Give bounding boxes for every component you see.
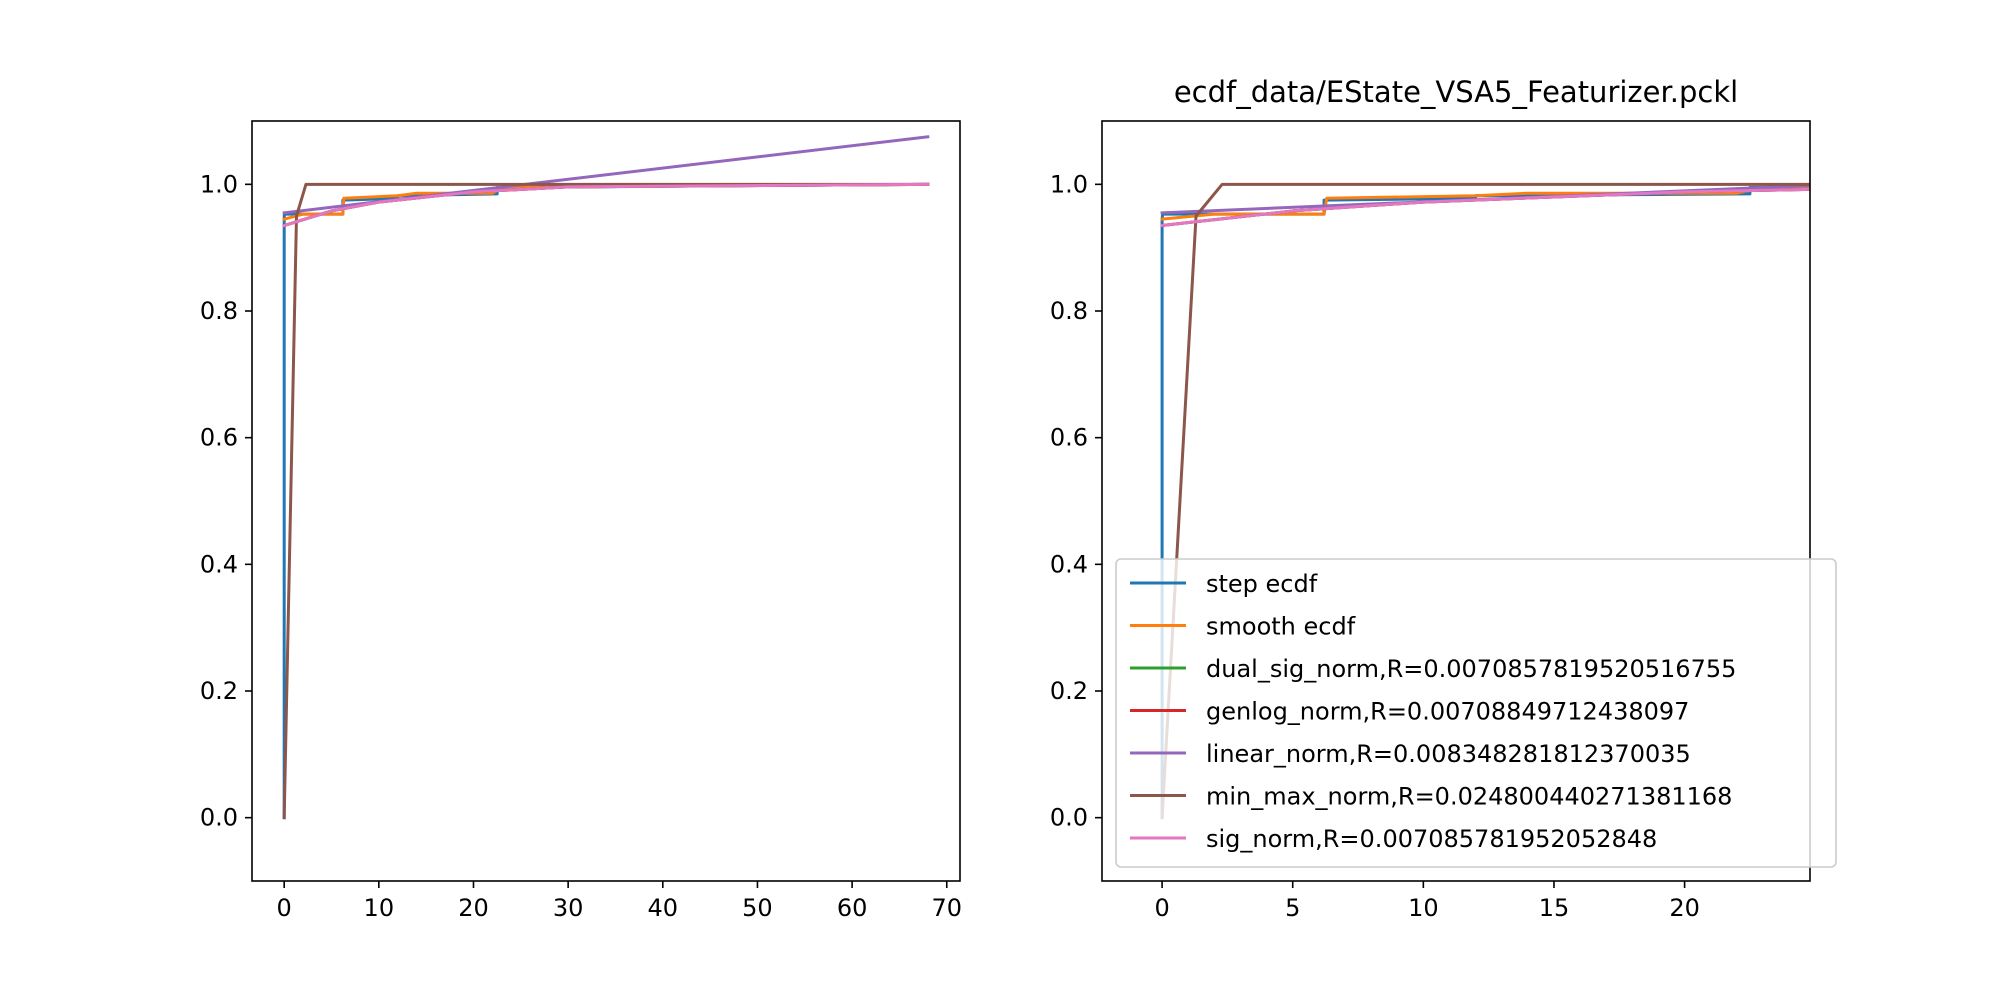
legend-frame: [1115, 558, 1837, 868]
left-y-tick-label: 0.2: [200, 677, 238, 705]
left-x-tick-label: 40: [648, 894, 679, 922]
legend-entry: smooth ecdf: [1206, 613, 1356, 641]
right-y-tick-label: 0.4: [1050, 550, 1088, 578]
right-y-tick-label: 1.0: [1050, 170, 1088, 198]
right-x-tick-label: 0: [1154, 894, 1169, 922]
left-y-tick-label: 0.4: [200, 550, 238, 578]
left-x-tick-label: 50: [742, 894, 773, 922]
left-y-tick-label: 1.0: [200, 170, 238, 198]
legend: step ecdf smooth ecdf dual_sig_norm,R=0.00…: [1115, 558, 1837, 868]
left-y-tick-label: 0.6: [200, 424, 238, 452]
left-series-line-6: [282, 182, 930, 228]
right-y-tick-label: 0.8: [1050, 297, 1088, 325]
left-y-tick-label: 0.8: [200, 297, 238, 325]
left-plot-ticks: 0 10 20 30 40 50 60 70 0.0 0.2 0.4 0.6 0.8 1.0: [200, 170, 962, 922]
right-series-line-6: [1160, 187, 1810, 228]
right-y-tick-label: 0.2: [1050, 677, 1088, 705]
right-y-tick-label: 0.0: [1050, 804, 1088, 832]
right-plot-title: ecdf_data/EState_VSA5_Featurizer.pckl: [1174, 75, 1738, 109]
left-x-tick-label: 60: [837, 894, 868, 922]
legend-entry: genlog_norm,R=0.00708849712438097: [1206, 698, 1689, 726]
right-plot-ticks: 0 5 10 15 20 0.0 0.2 0.4 0.6 0.8 1.0: [1050, 170, 1700, 922]
left-plot-series: [282, 135, 930, 820]
left-x-tick-label: 10: [364, 894, 395, 922]
legend-entry: step ecdf: [1206, 570, 1318, 598]
right-series-line-5: [1160, 182, 1810, 820]
left-plot: 0 10 20 30 40 50 60 70 0.0 0.2 0.4 0.6 0.8 1.0: [200, 120, 962, 922]
legend-entry: dual_sig_norm,R=0.0070857819520516755: [1206, 655, 1736, 683]
left-x-tick-label: 0: [277, 894, 292, 922]
right-plot-series: [1160, 182, 1810, 820]
left-x-tick-label: 70: [931, 894, 962, 922]
left-x-tick-label: 20: [458, 894, 489, 922]
right-x-tick-label: 10: [1408, 894, 1439, 922]
left-series-line-5: [282, 182, 930, 820]
right-x-tick-label: 5: [1285, 894, 1300, 922]
left-x-tick-label: 30: [553, 894, 584, 922]
right-x-tick-label: 20: [1669, 894, 1700, 922]
right-y-tick-label: 0.6: [1050, 424, 1088, 452]
left-y-tick-label: 0.0: [200, 804, 238, 832]
legend-entry: sig_norm,R=0.007085781952052848: [1206, 825, 1657, 853]
right-plot-frame: [1101, 120, 1811, 882]
left-plot-frame: [251, 120, 961, 882]
right-plot: ecdf_data/EState_VSA5_Featurizer.pckl 0 5…: [1050, 75, 1837, 922]
legend-entry: linear_norm,R=0.008348281812370035: [1206, 740, 1691, 768]
right-x-tick-label: 15: [1539, 894, 1570, 922]
legend-entry: min_max_norm,R=0.024800440271381168: [1206, 783, 1732, 811]
